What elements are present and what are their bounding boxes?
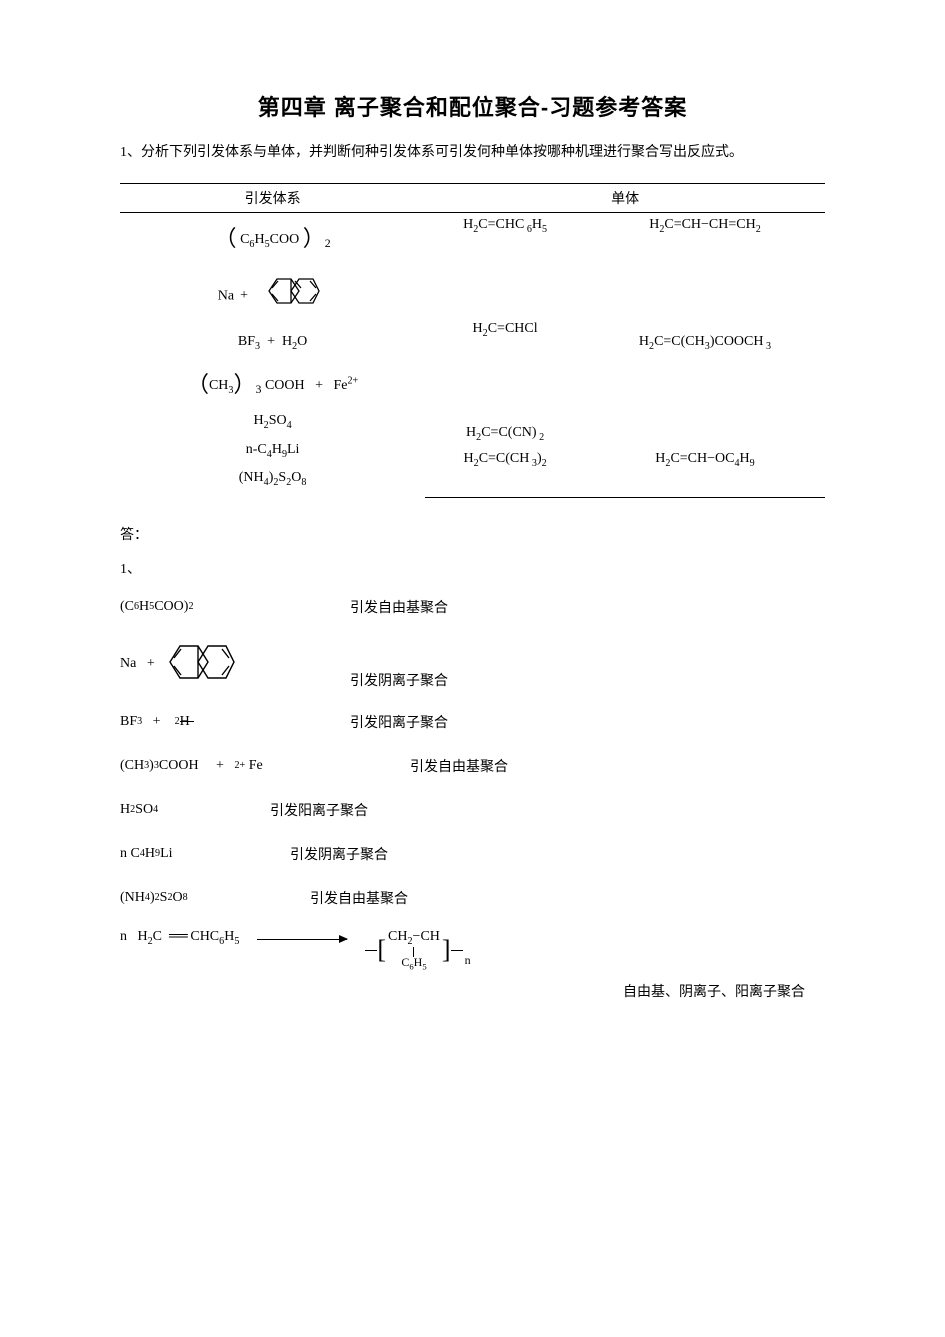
answer-line: (CH3)3COOH + 2+ Fe 引发自由基聚合 [120,751,825,781]
question-text: 1、分析下列引发体系与单体，并判断何种引发体系可引发何种单体按哪种机理进行聚合写… [120,140,825,167]
initiator-2: Na+ [126,271,419,322]
answer-formula: Na + [120,636,350,693]
reaction-arrow-icon [257,939,347,940]
answer-line: BF3 + 2H 引发阳离子聚合 [120,707,825,737]
repeat-unit-pendant: C6H5 [388,955,440,971]
answer-line: n C4H9Li 引发阴离子聚合 [120,839,825,869]
monomer-cell: H2C=C(CH 3)2 [425,447,585,473]
answer-mechanism: 引发阴离子聚合 [350,670,448,690]
answer-formula: BF3 + 2H [120,714,350,730]
monomer-cell: H2C=CH−OC4H9 [585,447,825,473]
reaction-right: [ CH2−CH C6H5 ] n [365,929,468,971]
monomer-cell: H2C=CH−CH=CH2 [585,212,825,238]
header-monomers: 单体 [425,183,825,212]
answer-mechanism: 引发自由基聚合 [410,756,508,776]
answer-formula: n C4H9Li [120,846,290,862]
page: 第四章 离子聚合和配位聚合-习题参考答案 1、分析下列引发体系与单体，并判断何种… [0,0,945,1337]
header-initiators: 引发体系 [120,183,425,212]
monomer-cell: H2C=C(CH3)COOCH 3 [585,238,825,447]
repeat-unit-top: CH2−CH [388,929,440,944]
initiator-4: （CH3）3 COOH + Fe2+ [126,363,419,407]
reaction-equation: n H2C ══ CHC6H5 [ CH2−CH C6H5 ] n [120,929,825,971]
answer-mechanism: 引发阳离子聚合 [270,800,368,820]
answer-mechanism: 引发阴离子聚合 [290,844,388,864]
initiator-5: H2SO4 [126,407,419,436]
answer-line: (C6H5COO)2 引发自由基聚合 [120,592,825,622]
reaction-left: n H2C ══ CHC6H5 [120,929,239,947]
initiator-monomer-table: 引发体系 单体 （ C6H5COO ）2 Na+ [120,183,825,498]
page-title: 第四章 离子聚合和配位聚合-习题参考答案 [120,90,825,122]
answer-mechanism: 引发自由基聚合 [310,888,408,908]
table-header-row: 引发体系 单体 [120,183,825,212]
initiators-cell: （ C6H5COO ）2 Na+ [120,212,425,497]
mechanism-note: 自由基、阴离子、阳离子聚合 [120,981,825,1001]
initiator-6: n-C4H9Li [126,436,419,465]
initiator-1: （ C6H5COO ）2 [126,217,419,261]
monomer-cell: H2C=C(CN) 2 [425,421,585,447]
answer-formula: (C6H5COO)2 [120,599,350,615]
answer-label: 答： [120,524,825,544]
repeat-unit-n: n [465,953,471,968]
initiator-3: BF3 + H2O [126,328,419,357]
answer-line: (NH4)2S2O8 引发自由基聚合 [120,883,825,913]
table-row: （ C6H5COO ）2 Na+ [120,212,825,238]
answer-formula: H2SO4 [120,802,270,818]
answer-formula: (NH4)2S2O8 [120,890,310,906]
answers-block: (C6H5COO)2 引发自由基聚合 Na + [120,592,825,1001]
naphthalene-icon [158,636,244,693]
monomer-cell: H2C=CHC 6H5 [425,212,585,238]
answer-line: Na + 引发阴离子聚合 [120,636,825,693]
answer-mechanism: 引发自由基聚合 [350,597,448,617]
answer-mechanism: 引发阳离子聚合 [350,712,448,732]
answer-number: 1、 [120,558,825,578]
answer-line: H2SO4 引发阳离子聚合 [120,795,825,825]
naphthalene-icon [257,271,327,322]
monomer-cell: H2C=CHCl [425,238,585,421]
answer-formula: (CH3)3COOH + 2+ Fe [120,758,410,774]
initiator-7: (NH4)2S2O8 [126,464,419,493]
